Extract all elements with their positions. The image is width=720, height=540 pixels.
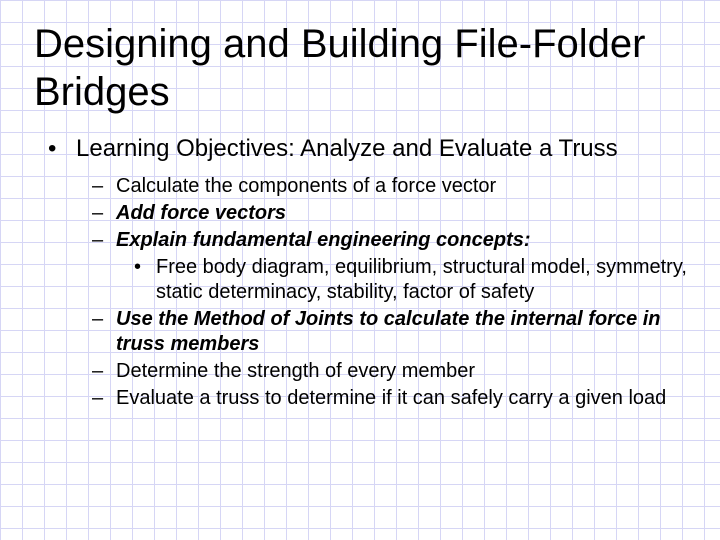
- bullet-l2-marker: –: [92, 386, 116, 411]
- slide-title: Designing and Building File-Folder Bridg…: [34, 20, 690, 116]
- bullet-l2-marker: –: [92, 359, 116, 384]
- bullet-l2-marker: –: [92, 201, 116, 226]
- bullet-l3-marker: •: [134, 255, 156, 305]
- objectives-heading: • Learning Objectives: Analyze and Evalu…: [30, 134, 690, 164]
- list-item-text: Explain fundamental engineering concepts…: [116, 228, 531, 253]
- bullet-l2-marker: –: [92, 228, 116, 253]
- sub-list-item: • Free body diagram, equilibrium, struct…: [30, 255, 690, 305]
- bullet-l1-marker: •: [48, 134, 76, 164]
- list-item: – Add force vectors: [30, 201, 690, 226]
- list-item-text: Use the Method of Joints to calculate th…: [116, 307, 690, 357]
- sub-list-item-text: Free body diagram, equilibrium, structur…: [156, 255, 690, 305]
- bullet-l2-marker: –: [92, 174, 116, 199]
- list-item: – Determine the strength of every member: [30, 359, 690, 384]
- list-item-text: Add force vectors: [116, 201, 286, 226]
- list-item: – Calculate the components of a force ve…: [30, 174, 690, 199]
- list-item-text: Evaluate a truss to determine if it can …: [116, 386, 666, 411]
- list-item: – Use the Method of Joints to calculate …: [30, 307, 690, 357]
- bullet-l2-marker: –: [92, 307, 116, 357]
- list-item-text: Calculate the components of a force vect…: [116, 174, 496, 199]
- list-item: – Explain fundamental engineering concep…: [30, 228, 690, 253]
- objectives-heading-text: Learning Objectives: Analyze and Evaluat…: [76, 134, 618, 164]
- list-item-text: Determine the strength of every member: [116, 359, 475, 384]
- list-item: – Evaluate a truss to determine if it ca…: [30, 386, 690, 411]
